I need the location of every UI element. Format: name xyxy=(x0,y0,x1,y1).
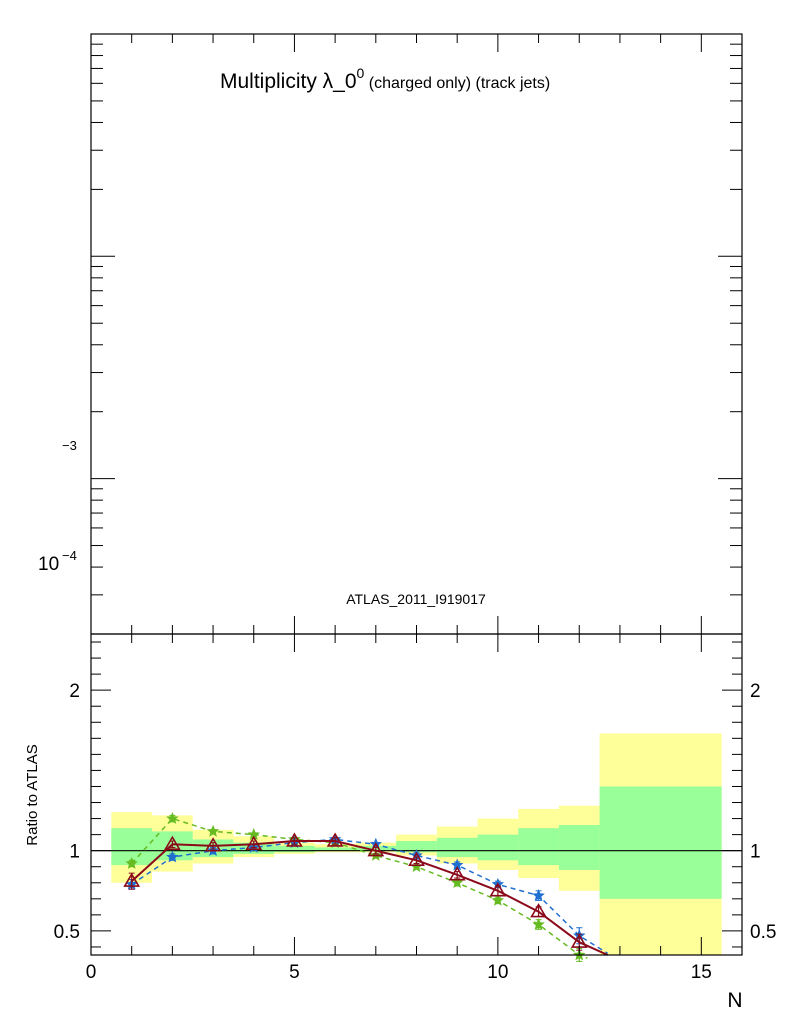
x-tick-label: 15 xyxy=(691,962,712,983)
main-y-tick-label-base-2: 10 xyxy=(38,554,59,575)
star-marker xyxy=(166,850,179,863)
triangle-marker xyxy=(448,866,466,881)
x-tick-label: 5 xyxy=(289,962,300,983)
triangle-marker xyxy=(408,851,425,867)
green-band-bin xyxy=(436,837,478,858)
ratio-series xyxy=(123,812,609,962)
star-marker xyxy=(125,856,138,869)
ratio-axes: 0 5 10 15 0.5 0.5 1 1 2 2 xyxy=(54,634,776,983)
green-band-bin xyxy=(274,845,315,853)
star-marker xyxy=(206,824,220,837)
y-tick-label-left: 0.5 xyxy=(54,922,80,943)
star-marker xyxy=(532,917,545,930)
triangle-marker xyxy=(163,835,181,850)
star-marker xyxy=(451,876,464,889)
green-band-bin xyxy=(477,834,519,861)
star-marker xyxy=(532,889,545,901)
triangle-marker xyxy=(367,842,385,857)
y-tick-label-right: 2 xyxy=(750,681,761,702)
y-tick-label-left: 1 xyxy=(69,842,80,863)
uncertainty-bands xyxy=(111,733,722,955)
x-tick-label: 0 xyxy=(86,962,97,983)
main-y-axis xyxy=(90,33,743,635)
ratio-panel: 0 5 10 15 0.5 0.5 1 1 2 2 Ratio to ATLAS N xyxy=(24,633,776,1012)
triangle-marker xyxy=(326,832,344,847)
main-y-tick-label-exp-1: −3 xyxy=(62,438,77,453)
chart-title: Multiplicity λ_00 (charged only) (track … xyxy=(220,65,550,93)
y-tick-label-left: 2 xyxy=(69,681,80,702)
star-marker xyxy=(491,893,505,906)
y-tick-label-right: 0.5 xyxy=(750,922,776,943)
main-panel-frame xyxy=(90,33,743,635)
star-marker xyxy=(166,812,179,824)
y-tick-label-right: 1 xyxy=(750,842,761,863)
green-band-bin xyxy=(558,824,600,870)
green-band-bin xyxy=(518,828,559,866)
triangle-marker xyxy=(489,882,507,897)
x-tick-label: 10 xyxy=(487,962,508,983)
triangle-marker xyxy=(204,837,222,852)
main-panel: Multiplicity λ_00 (charged only) (track … xyxy=(38,33,743,635)
main-y-tick-label-exp-2: −4 xyxy=(62,548,77,563)
triangle-marker xyxy=(286,832,303,847)
triangle-marker xyxy=(123,872,141,887)
green-band-bin xyxy=(599,786,722,899)
green-band-bin xyxy=(396,841,437,853)
x-axis-label: N xyxy=(727,989,742,1012)
green-band-bin xyxy=(314,847,356,851)
analysis-annotation: ATLAS_2011_I919017 xyxy=(346,591,486,607)
triangle-marker xyxy=(245,835,263,850)
triangle-marker xyxy=(530,903,547,918)
ratio-y-label: Ratio to ATLAS xyxy=(24,744,41,845)
